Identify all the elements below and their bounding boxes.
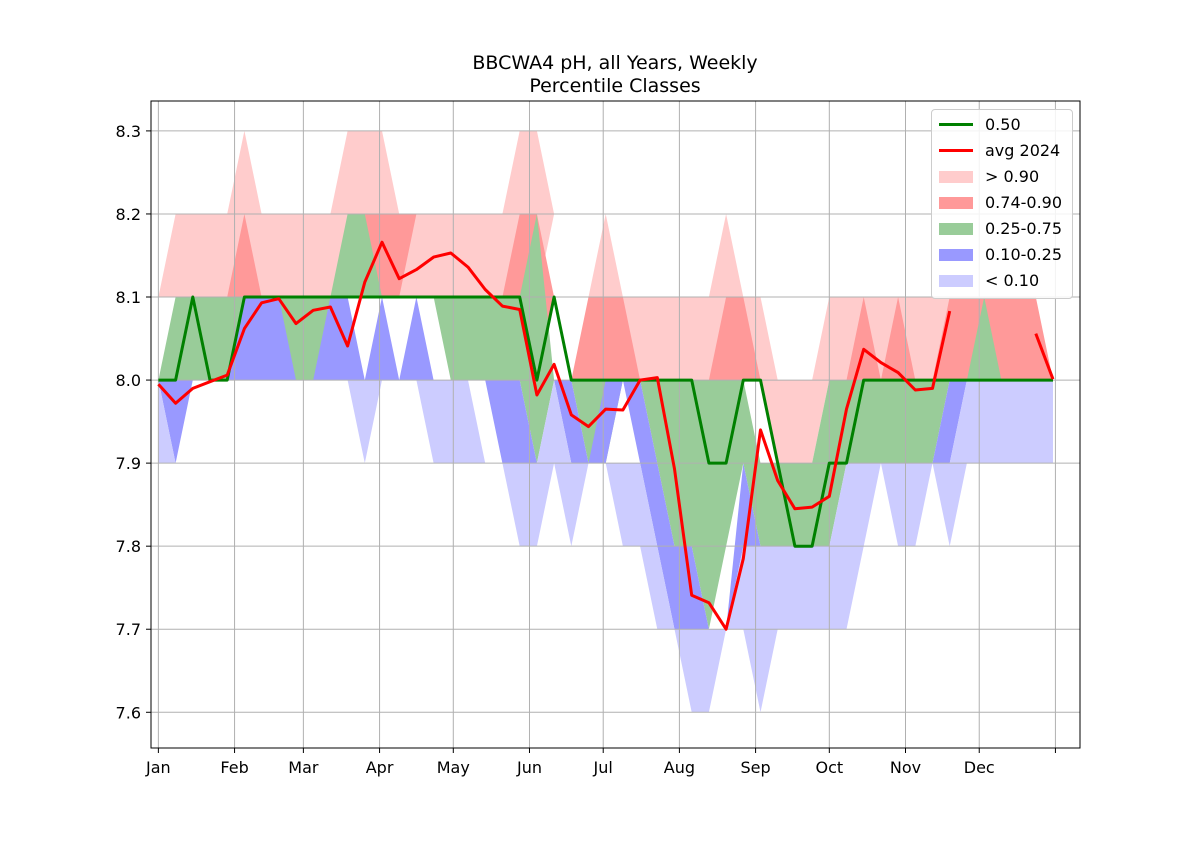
legend-label-25-75: 0.25-0.75 [985,219,1063,238]
x-tick-label: Sep [741,758,771,777]
y-tick-label: 7.6 [116,703,141,722]
x-tick-label: Mar [288,758,319,777]
legend-swatch-avg-2024 [939,149,973,152]
legend-label-above-90: > 0.90 [985,167,1040,186]
legend-swatch-10-25 [939,248,973,261]
y-axis: 7.6 7.7 7.8 7.9 8.0 8.1 8.2 8.3 [116,122,151,722]
legend: 0.50 avg 2024 > 0.90 0.74-0.90 0.25-0.75… [931,109,1073,299]
legend-item-25-75: 0.25-0.75 [939,219,1062,238]
x-axis: Jan Feb Mar Apr May Jun Jul Aug Sep Oct Nov Dec [145,748,1056,777]
legend-item-avg-2024: avg 2024 [939,141,1060,160]
y-tick-label: 8.3 [116,122,141,141]
x-tick-label: Aug [664,758,695,777]
legend-swatch-median [939,123,973,126]
legend-item-74-90: 0.74-0.90 [939,193,1062,212]
y-tick-label: 8.2 [116,205,141,224]
x-tick-label: Jul [593,758,613,777]
legend-swatch-above-90 [939,170,973,183]
legend-label-10-25: 0.10-0.25 [985,245,1063,264]
x-tick-label: Dec [964,758,995,777]
series-line-avg-2024 [157,240,1055,631]
legend-item-10-25: 0.10-0.25 [939,245,1062,264]
x-tick-label: Apr [366,758,394,777]
legend-label-below-10: < 0.10 [985,271,1040,290]
x-tick-label: Feb [220,758,248,777]
y-tick-label: 8.0 [116,371,141,390]
chart-subtitle: Percentile Classes [529,75,700,97]
x-tick-label: Jan [145,758,171,777]
legend-item-median: 0.50 [939,115,1021,134]
x-tick-label: Oct [815,758,843,777]
legend-swatch-74-90 [939,196,973,209]
y-tick-label: 7.7 [116,620,141,639]
band-0-74-0-90 [158,214,1053,464]
y-tick-label: 7.9 [116,454,141,473]
legend-item-above-90: > 0.90 [939,167,1039,186]
series-lines [157,240,1055,631]
legend-swatch-25-75 [939,222,973,235]
x-tick-label: Jun [516,758,542,777]
x-tick-label: Nov [890,758,921,777]
y-tick-label: 7.8 [116,537,141,556]
y-tick-label: 8.1 [116,288,141,307]
legend-label-74-90: 0.74-0.90 [985,193,1063,212]
legend-swatch-below-10 [939,274,973,287]
legend-item-below-10: < 0.10 [939,271,1039,290]
band-0-10 [158,380,1053,713]
plot-frame [150,100,1081,749]
x-tick-label: May [437,758,470,777]
percentile-bands [158,130,1053,713]
legend-label-median: 0.50 [985,115,1021,134]
chart-title: BBCWA4 pH, all Years, Weekly [472,52,757,74]
legend-label-avg-2024: avg 2024 [985,141,1061,160]
